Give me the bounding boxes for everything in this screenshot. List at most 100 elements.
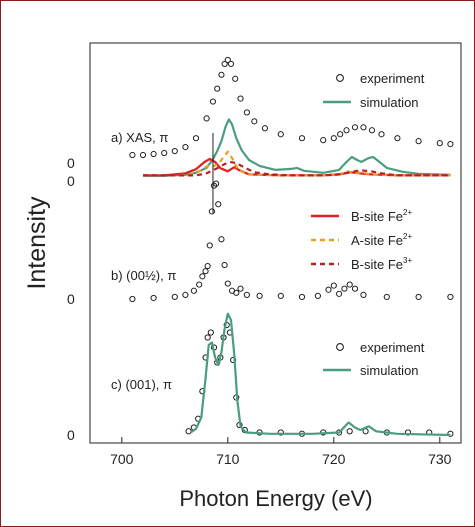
data-point-panel2-experiment bbox=[190, 287, 197, 294]
data-point-panel2-experiment bbox=[325, 286, 332, 293]
zero-label-d: 0 bbox=[67, 427, 75, 443]
data-point-panel2-experiment bbox=[330, 282, 337, 289]
data-point-panel2-experiment bbox=[215, 201, 222, 208]
data-point-panel2-experiment bbox=[277, 292, 284, 300]
data-point-panel1-experiment bbox=[251, 118, 258, 125]
panel-a-label: a) XAS, π bbox=[111, 130, 168, 145]
data-point-panel3-experiment bbox=[277, 429, 284, 436]
legend-asite-fe2-label: A-site Fe2+ bbox=[351, 232, 412, 248]
data-point-panel1-experiment bbox=[394, 135, 401, 142]
data-point-panel2-experiment bbox=[199, 273, 206, 280]
data-point-panel1-experiment bbox=[351, 124, 359, 131]
data-point-panel1-experiment bbox=[330, 135, 337, 142]
data-point-panel2-experiment bbox=[360, 291, 367, 298]
zero-label-b: 0 bbox=[67, 173, 75, 189]
data-point-panel1-experiment bbox=[447, 141, 454, 148]
legend-bottom: experiment simulation bbox=[323, 340, 425, 378]
data-point-panel2-experiment bbox=[150, 294, 157, 302]
data-point-panel1-experiment bbox=[182, 143, 189, 151]
data-point-panel1-experiment bbox=[214, 85, 221, 92]
data-point-panel2-experiment bbox=[233, 289, 240, 296]
data-point-panel1-experiment bbox=[415, 138, 422, 145]
data-point-panel1-experiment bbox=[320, 137, 327, 144]
zero-label-c: 0 bbox=[67, 291, 75, 307]
data-point-panel2-experiment bbox=[213, 180, 220, 187]
data-point-panel1-experiment bbox=[232, 75, 239, 82]
data-point-panel1-experiment bbox=[343, 127, 350, 134]
data-point-panel2-experiment bbox=[204, 262, 211, 270]
data-point-panel2-experiment bbox=[202, 268, 209, 275]
y-axis-title: Intensity bbox=[23, 196, 51, 290]
legend-bsite-fe2-charge: 2+ bbox=[403, 208, 412, 217]
x-tick-label: 720 bbox=[322, 451, 346, 467]
data-point-panel2-experiment bbox=[351, 285, 359, 292]
legend-experiment-marker-c bbox=[336, 343, 344, 351]
data-point-panel1-experiment bbox=[161, 149, 168, 157]
data-point-panel1-experiment bbox=[171, 147, 178, 155]
plot-area-frame bbox=[89, 42, 462, 444]
data-point-panel2-experiment bbox=[224, 280, 231, 287]
data-point-panel1-experiment bbox=[224, 56, 231, 64]
legend-top: experiment simulation bbox=[323, 71, 425, 110]
x-axis-ticks: 700 710 720 730 bbox=[110, 437, 452, 467]
series-line-panel2-b-site-fe3 bbox=[143, 160, 451, 177]
data-point-panel2-experiment bbox=[383, 293, 390, 301]
data-point-panel3-experiment bbox=[185, 428, 192, 435]
legend-asite-fe2-charge: 2+ bbox=[403, 232, 412, 241]
data-point-panel2-experiment bbox=[243, 291, 250, 298]
data-point-panel2-experiment bbox=[336, 290, 343, 297]
x-axis-title: Photon Energy (eV) bbox=[179, 486, 372, 511]
zero-label-a: 0 bbox=[67, 155, 75, 171]
data-point-panel3-experiment bbox=[207, 329, 214, 336]
data-point-panel2-experiment bbox=[171, 293, 178, 301]
data-point-panel3-experiment bbox=[204, 334, 211, 341]
data-point-panel2-experiment bbox=[314, 292, 321, 300]
x-tick-label: 710 bbox=[216, 451, 240, 467]
data-point-panel1-experiment bbox=[221, 60, 228, 68]
data-point-panel1-experiment bbox=[360, 124, 367, 131]
legend-simulation-label: simulation bbox=[360, 95, 419, 110]
legend-bsite-fe3-charge: 3+ bbox=[403, 256, 412, 265]
series-line-panel2-a-site-fe2 bbox=[143, 150, 451, 177]
panel-b-label: b) (00½), π bbox=[111, 268, 176, 283]
data-point-panel1-experiment bbox=[261, 125, 268, 132]
data-point-panel1-experiment bbox=[337, 131, 344, 138]
data-point-panel2-experiment bbox=[341, 285, 348, 292]
data-point-panel2-experiment bbox=[346, 281, 353, 288]
data-point-panel1-experiment bbox=[203, 115, 210, 122]
data-point-panel2-experiment bbox=[206, 242, 213, 249]
legend-sites: B-site Fe2+ A-site Fe2+ B-site Fe3+ bbox=[311, 208, 412, 272]
data-point-panel2-experiment bbox=[129, 295, 136, 303]
data-point-panel2-experiment bbox=[208, 208, 215, 215]
data-point-panel1-experiment bbox=[243, 109, 250, 116]
data-point-panel1-experiment bbox=[277, 131, 284, 138]
data-point-panel1-experiment bbox=[129, 151, 136, 159]
data-point-panel2-experiment bbox=[237, 285, 244, 292]
data-point-panel1-experiment bbox=[139, 151, 147, 159]
data-point-panel1-experiment bbox=[436, 140, 443, 147]
data-point-panel1-experiment bbox=[237, 95, 244, 102]
chart-traces bbox=[129, 56, 454, 437]
legend-simulation-label-c: simulation bbox=[360, 363, 419, 378]
data-point-panel1-experiment bbox=[192, 135, 200, 142]
legend-experiment-label: experiment bbox=[360, 71, 425, 86]
data-point-panel2-experiment bbox=[196, 281, 203, 288]
data-point-panel2-experiment bbox=[447, 293, 454, 301]
data-point-panel2-experiment bbox=[221, 261, 228, 269]
data-point-panel1-experiment bbox=[218, 71, 225, 78]
series-line-panel1-simulation bbox=[143, 118, 451, 177]
x-tick-label: 730 bbox=[428, 451, 452, 467]
data-point-panel3-experiment bbox=[346, 428, 353, 435]
data-point-panel2-experiment bbox=[182, 291, 189, 298]
data-point-panel3-experiment bbox=[447, 430, 454, 437]
data-point-panel1-experiment bbox=[368, 127, 376, 134]
data-point-panel2-experiment bbox=[415, 293, 422, 301]
data-point-panel1-experiment bbox=[227, 60, 235, 68]
panel-c-label: c) (001), π bbox=[111, 377, 172, 392]
data-point-panel2-experiment bbox=[298, 293, 306, 301]
legend-bsite-fe3-label: B-site Fe3+ bbox=[351, 256, 412, 272]
data-point-panel1-experiment bbox=[209, 98, 217, 105]
legend-bsite-fe2-label: B-site Fe2+ bbox=[351, 208, 412, 224]
